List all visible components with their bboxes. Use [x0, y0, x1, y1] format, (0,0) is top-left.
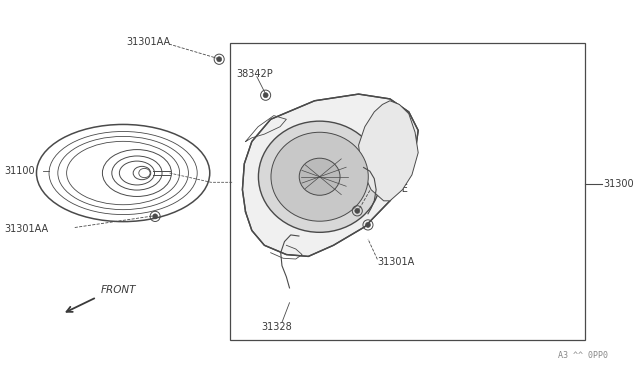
Polygon shape [358, 101, 418, 201]
Text: A3 ^^ 0PP0: A3 ^^ 0PP0 [559, 351, 609, 360]
Text: 31100: 31100 [4, 166, 35, 176]
Polygon shape [243, 94, 418, 256]
Ellipse shape [152, 214, 157, 219]
Text: 31328E: 31328E [371, 184, 408, 194]
Ellipse shape [263, 93, 268, 98]
Text: 31301A: 31301A [378, 257, 415, 267]
Text: 31300: 31300 [604, 179, 634, 189]
Ellipse shape [300, 158, 340, 195]
Text: 31301AA: 31301AA [126, 37, 170, 47]
Bar [230, 43, 584, 340]
Ellipse shape [259, 121, 381, 232]
Ellipse shape [271, 132, 368, 221]
Text: FRONT: FRONT [101, 285, 137, 295]
Ellipse shape [355, 208, 360, 214]
Text: 38342P: 38342P [236, 69, 273, 79]
Ellipse shape [217, 57, 221, 62]
Text: 31301AA: 31301AA [4, 224, 48, 234]
Ellipse shape [365, 222, 371, 227]
Text: 31328: 31328 [261, 322, 292, 332]
